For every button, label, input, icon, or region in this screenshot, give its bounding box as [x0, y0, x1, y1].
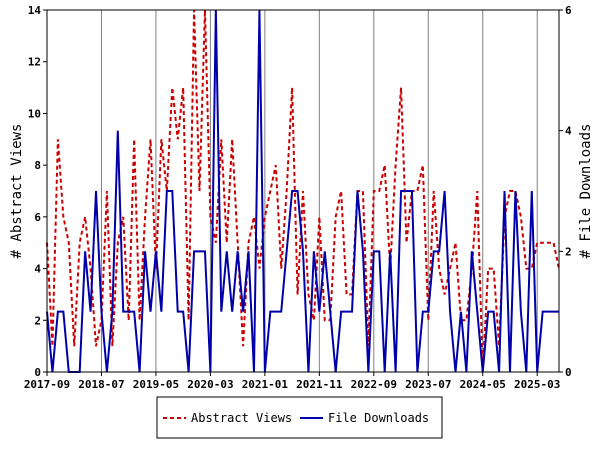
- y-tick-label-left: 10: [28, 107, 41, 120]
- y-axis-label-left: # Abstract Views: [9, 124, 25, 259]
- y-tick-label-right: 6: [565, 4, 572, 17]
- series-line-abstract-views: [46, 9, 560, 373]
- x-tick-label: 2023-07: [405, 378, 451, 391]
- x-tick-label: 2017-09: [24, 378, 70, 391]
- y-tick-label-right: 2: [565, 245, 572, 258]
- y-tick-label-right: 0: [565, 366, 572, 379]
- grid-lines: [46, 10, 538, 372]
- y-tick-label-left: 6: [34, 211, 41, 224]
- legend: Abstract Views File Downloads: [156, 396, 443, 439]
- legend-label-abstract-views: Abstract Views: [191, 411, 292, 425]
- y-tick-label-right: 4: [565, 125, 572, 138]
- x-tick-label: 2021-11: [296, 378, 343, 391]
- axes: 2017-09 2018-07 2019-05 2020-03 2021-01 2021-…: [24, 4, 572, 391]
- x-tick-label: 2019-05: [133, 378, 179, 391]
- legend-box: [156, 396, 443, 439]
- y-tick-label-left: 2: [34, 314, 41, 327]
- y-tick-label-left: 12: [28, 56, 41, 69]
- legend-label-file-downloads: File Downloads: [328, 411, 429, 425]
- x-tick-label: 2021-01: [242, 378, 289, 391]
- y-tick-label-left: 8: [34, 159, 41, 172]
- x-tick-label: 2018-07: [78, 378, 124, 391]
- series-lines: [46, 9, 560, 373]
- plot-frame: [46, 9, 560, 373]
- x-tick-label: 2024-05: [460, 378, 506, 391]
- y-tick-label-left: 14: [28, 4, 42, 17]
- y-axis-label-right: # File Downloads: [578, 124, 594, 259]
- x-tick-label: 2025-03: [514, 378, 560, 391]
- y-tick-label-left: 4: [34, 263, 41, 276]
- x-tick-label: 2020-03: [187, 378, 233, 391]
- y-tick-label-left: 0: [34, 366, 41, 379]
- series-line-file-downloads: [46, 9, 559, 373]
- x-tick-label: 2022-09: [351, 378, 397, 391]
